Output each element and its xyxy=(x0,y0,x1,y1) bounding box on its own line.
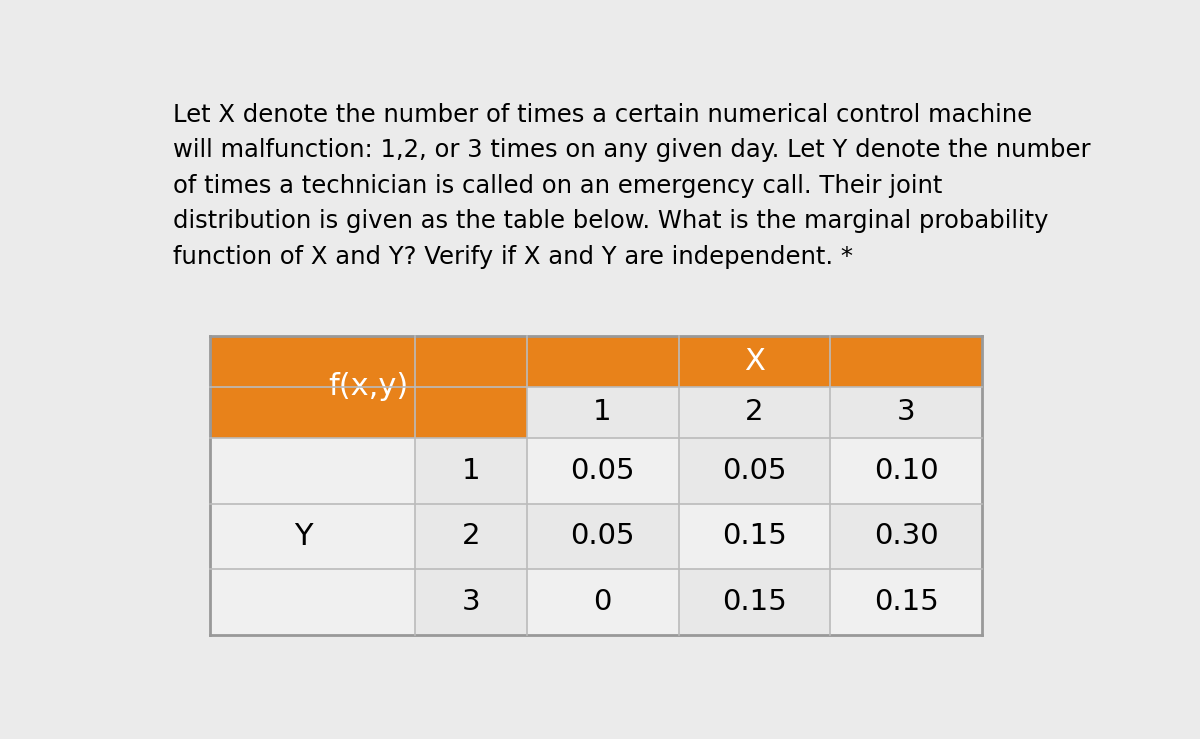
Text: Let X denote the number of times a certain numerical control machine
will malfun: Let X denote the number of times a certa… xyxy=(173,103,1091,268)
Text: 2: 2 xyxy=(462,522,480,551)
Text: 3: 3 xyxy=(462,588,480,616)
Text: 3: 3 xyxy=(898,398,916,426)
Text: 0.15: 0.15 xyxy=(874,588,938,616)
Bar xyxy=(210,387,527,437)
Text: f(x,y): f(x,y) xyxy=(329,372,409,401)
Bar xyxy=(527,336,983,387)
Text: 0.15: 0.15 xyxy=(722,588,787,616)
Bar xyxy=(527,387,678,437)
Text: 0.30: 0.30 xyxy=(874,522,938,551)
Text: 1: 1 xyxy=(593,398,612,426)
Text: 0.10: 0.10 xyxy=(874,457,938,485)
Text: Y: Y xyxy=(294,522,313,551)
Bar xyxy=(210,336,527,387)
Text: X: X xyxy=(744,347,764,376)
Text: 1: 1 xyxy=(462,457,480,485)
Text: 0: 0 xyxy=(594,588,612,616)
Text: 0.15: 0.15 xyxy=(722,522,787,551)
Bar xyxy=(830,387,983,437)
Text: 2: 2 xyxy=(745,398,763,426)
Text: 0.05: 0.05 xyxy=(570,522,635,551)
Text: 0.05: 0.05 xyxy=(722,457,787,485)
Bar xyxy=(678,387,830,437)
Text: 0.05: 0.05 xyxy=(570,457,635,485)
